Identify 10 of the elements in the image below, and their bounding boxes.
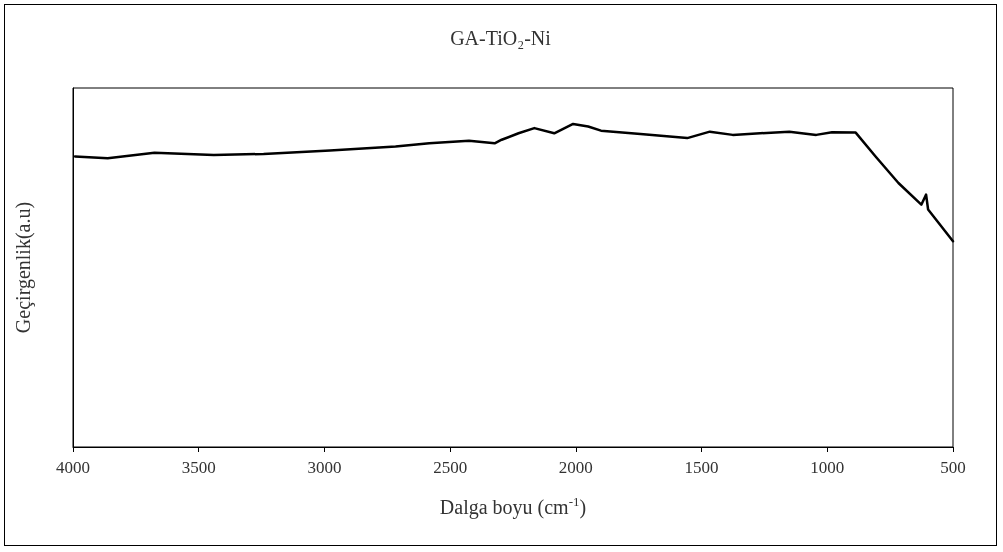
x-tick-label: 4000 (56, 458, 90, 477)
x-tick-label: 3000 (307, 458, 342, 477)
y-axis-title: Geçirgenlik(a.u) (12, 201, 35, 334)
x-tick-label: 500 (940, 458, 966, 477)
x-tick-label: 3500 (181, 458, 216, 477)
x-tick-label: 1000 (810, 458, 845, 477)
x-tick-label: 2000 (558, 458, 593, 477)
chart-title: GA-TiO₂-Ni (450, 27, 552, 49)
x-tick-label: 2500 (433, 458, 468, 477)
x-tick-label: 1500 (684, 458, 719, 477)
